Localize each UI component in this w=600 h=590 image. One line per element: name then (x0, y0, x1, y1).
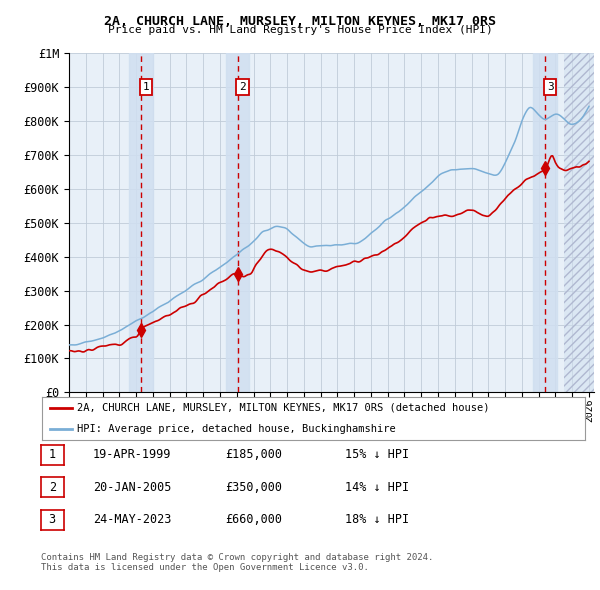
Text: Price paid vs. HM Land Registry's House Price Index (HPI): Price paid vs. HM Land Registry's House … (107, 25, 493, 35)
Text: 3: 3 (49, 513, 56, 526)
Text: £660,000: £660,000 (225, 513, 282, 526)
Text: 15% ↓ HPI: 15% ↓ HPI (345, 448, 409, 461)
Text: 3: 3 (547, 82, 554, 92)
Bar (564, 53, 598, 392)
Bar (129, 53, 152, 392)
Text: 2: 2 (239, 82, 246, 92)
Text: 2A, CHURCH LANE, MURSLEY, MILTON KEYNES, MK17 0RS: 2A, CHURCH LANE, MURSLEY, MILTON KEYNES,… (104, 15, 496, 28)
Bar (564, 53, 598, 392)
Bar (564, 53, 598, 392)
Text: Contains HM Land Registry data © Crown copyright and database right 2024.: Contains HM Land Registry data © Crown c… (41, 553, 433, 562)
Text: 20-JAN-2005: 20-JAN-2005 (93, 481, 172, 494)
Text: 14% ↓ HPI: 14% ↓ HPI (345, 481, 409, 494)
Text: HPI: Average price, detached house, Buckinghamshire: HPI: Average price, detached house, Buck… (77, 424, 396, 434)
Text: 1: 1 (49, 448, 56, 461)
Bar (226, 53, 250, 392)
Text: This data is licensed under the Open Government Licence v3.0.: This data is licensed under the Open Gov… (41, 563, 368, 572)
Text: 2: 2 (49, 481, 56, 494)
Text: £350,000: £350,000 (225, 481, 282, 494)
Bar (533, 53, 557, 392)
Text: £185,000: £185,000 (225, 448, 282, 461)
Text: 19-APR-1999: 19-APR-1999 (93, 448, 172, 461)
Text: 1: 1 (143, 82, 149, 92)
Text: 24-MAY-2023: 24-MAY-2023 (93, 513, 172, 526)
Text: 18% ↓ HPI: 18% ↓ HPI (345, 513, 409, 526)
Text: 2A, CHURCH LANE, MURSLEY, MILTON KEYNES, MK17 0RS (detached house): 2A, CHURCH LANE, MURSLEY, MILTON KEYNES,… (77, 403, 490, 412)
